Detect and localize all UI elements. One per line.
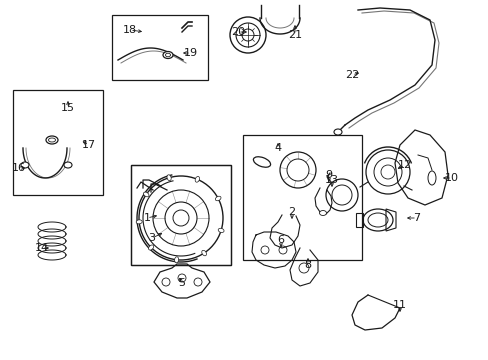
Ellipse shape (167, 175, 171, 181)
Text: 12: 12 (397, 160, 411, 170)
Text: 2: 2 (288, 207, 295, 217)
Text: 22: 22 (344, 70, 358, 80)
Text: 8: 8 (304, 260, 311, 270)
Ellipse shape (174, 257, 178, 263)
Bar (13, 90, 103, 195)
Ellipse shape (333, 129, 341, 135)
Text: 19: 19 (183, 48, 198, 58)
Ellipse shape (136, 220, 142, 224)
Text: 1: 1 (143, 213, 150, 223)
Text: 3: 3 (148, 233, 155, 243)
Text: 17: 17 (82, 140, 96, 150)
Ellipse shape (163, 51, 173, 58)
Text: 4: 4 (274, 143, 281, 153)
Text: 11: 11 (392, 300, 406, 310)
Text: 10: 10 (444, 173, 458, 183)
Text: 6: 6 (277, 235, 284, 245)
Bar (112, 15, 207, 80)
Text: 13: 13 (325, 175, 338, 185)
Text: 9: 9 (325, 170, 332, 180)
Text: 18: 18 (122, 25, 137, 35)
Text: 16: 16 (12, 163, 26, 173)
Text: 7: 7 (412, 213, 420, 223)
Bar (131, 165, 230, 265)
Ellipse shape (202, 250, 206, 256)
Ellipse shape (319, 211, 326, 216)
Text: 20: 20 (230, 27, 244, 37)
Ellipse shape (218, 228, 224, 233)
Ellipse shape (215, 196, 221, 201)
Bar (131, 165, 230, 265)
Text: 21: 21 (287, 30, 302, 40)
Ellipse shape (21, 162, 29, 168)
Ellipse shape (143, 192, 149, 197)
Bar (243, 135, 361, 260)
Ellipse shape (64, 162, 72, 168)
Text: 14: 14 (35, 243, 49, 253)
Text: 5: 5 (178, 278, 185, 288)
Text: 15: 15 (61, 103, 75, 113)
Ellipse shape (195, 176, 199, 182)
Ellipse shape (148, 245, 153, 250)
